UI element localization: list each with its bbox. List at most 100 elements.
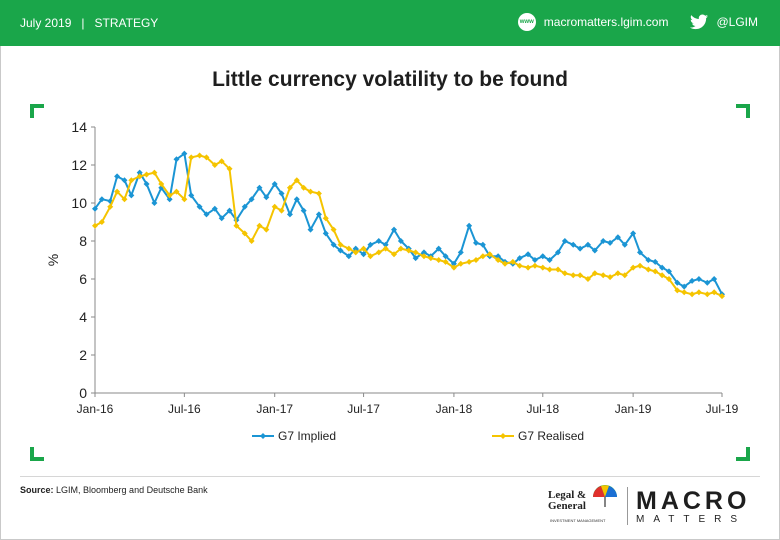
matters-wordmark: MATTERS <box>636 514 747 525</box>
data-point <box>435 245 442 252</box>
data-point <box>600 238 607 244</box>
data-point <box>516 255 523 262</box>
data-point <box>704 279 711 286</box>
data-point <box>158 181 165 187</box>
data-point <box>479 241 486 248</box>
data-point <box>665 276 672 282</box>
data-point <box>457 260 464 267</box>
data-point <box>525 251 532 258</box>
data-point <box>591 270 598 277</box>
data-point <box>479 253 486 260</box>
data-point <box>322 215 329 222</box>
x-tick-label: Jan-16 <box>77 402 114 416</box>
data-point <box>166 192 173 199</box>
data-point <box>196 203 203 210</box>
data-point <box>412 255 419 262</box>
data-point <box>300 207 307 214</box>
y-tick-label: 14 <box>71 119 87 135</box>
data-point <box>248 238 255 244</box>
macro-matters-logo: MACRO MATTERS <box>636 487 756 525</box>
data-point <box>226 207 233 214</box>
data-point <box>391 226 398 233</box>
twitter-icon[interactable] <box>690 14 709 30</box>
data-point <box>293 177 300 184</box>
data-point <box>412 249 419 256</box>
line-chart: 0 2 4 6 8 10 12 14% Jan-16 Jul-16 Jan-17 Jul-17 Jan-… <box>45 119 739 443</box>
data-point <box>405 247 412 254</box>
data-point <box>98 219 105 225</box>
data-point <box>435 257 442 263</box>
data-point <box>695 289 702 296</box>
data-point <box>367 241 374 248</box>
data-point <box>337 247 344 254</box>
data-point <box>704 291 711 298</box>
lg-logo-subtitle: INVESTMENT MANAGEMENT <box>550 518 606 523</box>
twitter-handle[interactable]: @LGIM <box>716 15 758 29</box>
data-point <box>143 171 150 178</box>
data-point <box>681 283 688 290</box>
data-point <box>630 230 637 237</box>
data-point <box>345 253 352 260</box>
website-link[interactable]: macromatters.lgim.com <box>543 15 669 29</box>
data-point <box>166 196 173 203</box>
x-tick-label: Jan-18 <box>436 402 473 416</box>
data-point <box>397 245 404 252</box>
data-point <box>360 245 367 252</box>
data-point <box>420 249 427 256</box>
x-tick-label: Jan-17 <box>256 402 293 416</box>
data-point <box>360 251 367 258</box>
data-point <box>271 203 278 210</box>
data-point <box>151 200 158 206</box>
data-point <box>531 262 538 269</box>
data-point <box>248 196 255 203</box>
data-point <box>427 255 434 262</box>
header-bar: July 2019 | STRATEGY www macromatters.lgim… <box>0 0 780 46</box>
logo-divider <box>627 487 628 525</box>
data-point <box>486 251 493 258</box>
y-tick-label: 10 <box>71 195 87 211</box>
data-point <box>278 207 285 214</box>
corner-bracket-bottom-left <box>30 447 44 461</box>
data-point <box>546 266 553 273</box>
data-point <box>330 226 337 233</box>
data-point <box>561 270 568 277</box>
data-point <box>652 268 659 275</box>
corner-bracket-top-right <box>736 104 750 118</box>
data-point <box>375 238 382 244</box>
data-point <box>516 262 523 269</box>
data-point <box>509 258 516 265</box>
y-tick-label: 6 <box>79 271 87 287</box>
y-axis-label: % <box>45 254 61 266</box>
data-point <box>278 190 285 197</box>
data-point <box>539 253 546 260</box>
data-point <box>450 260 457 267</box>
legend-marker <box>260 433 266 439</box>
data-point <box>271 181 278 187</box>
corner-bracket-bottom-right <box>736 447 750 461</box>
data-point <box>92 205 98 212</box>
y-tick-label: 0 <box>79 385 87 401</box>
data-point <box>300 184 307 191</box>
data-point <box>391 251 398 258</box>
data-point <box>621 272 628 279</box>
data-point <box>659 272 666 279</box>
data-point <box>286 211 293 218</box>
data-point <box>143 181 150 187</box>
y-tick-label: 4 <box>79 309 87 325</box>
data-point <box>286 184 293 191</box>
data-point <box>577 245 584 252</box>
data-point <box>695 276 702 282</box>
data-point <box>501 260 508 267</box>
source-text: LGIM, Bloomberg and Deutsche Bank <box>56 485 208 495</box>
data-point <box>330 241 337 248</box>
data-point <box>555 266 562 273</box>
header-right: www macromatters.lgim.com @LGIM <box>517 13 758 31</box>
data-point <box>659 264 666 271</box>
lg-logo-line2: General <box>548 500 586 512</box>
data-point <box>241 203 248 210</box>
data-point <box>226 165 233 172</box>
y-tick-label: 2 <box>79 347 87 363</box>
data-point <box>375 249 382 256</box>
data-point <box>181 196 188 203</box>
data-point <box>173 188 180 195</box>
